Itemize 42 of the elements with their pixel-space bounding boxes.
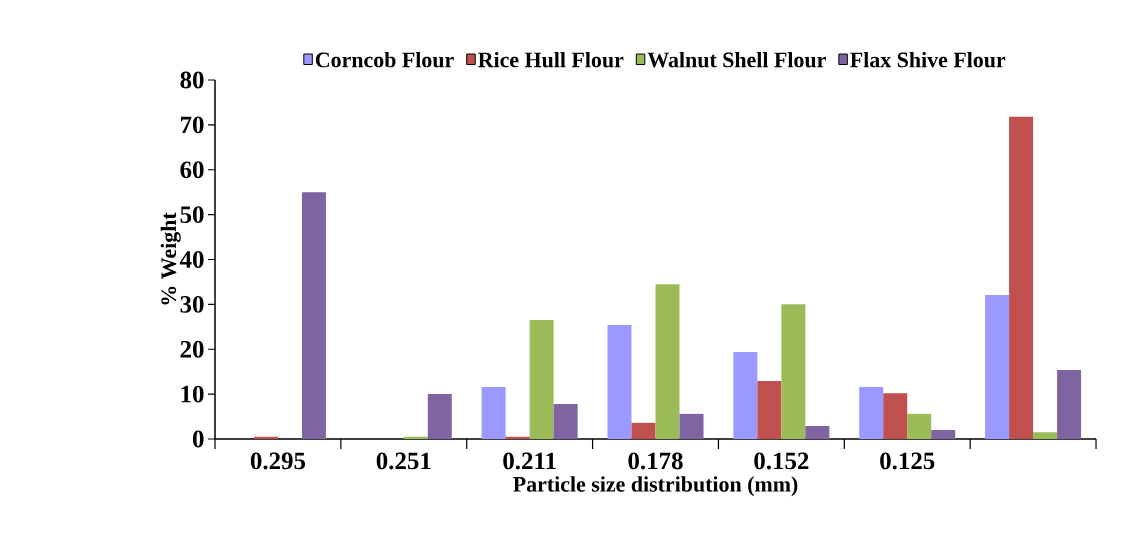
bar	[931, 430, 956, 439]
y-tick-label: 60	[180, 161, 204, 179]
bar	[805, 425, 830, 439]
bar	[757, 381, 782, 439]
bar	[1009, 116, 1034, 439]
bar	[631, 422, 656, 439]
bar	[529, 320, 554, 439]
bar	[781, 304, 806, 439]
legend-label: Rice Hull Flour	[478, 51, 624, 68]
y-tick-label: 80	[180, 71, 204, 89]
bar	[859, 386, 884, 439]
x-tick-label: 0.211	[503, 452, 556, 470]
bar	[679, 413, 704, 439]
y-tick-label: 20	[180, 340, 204, 358]
bar	[427, 394, 452, 439]
x-tick-label: 0.152	[754, 452, 809, 470]
bar	[607, 325, 632, 439]
y-tick-label: 30	[180, 295, 204, 313]
bar	[883, 393, 908, 439]
bar	[985, 294, 1010, 439]
bar	[733, 351, 758, 439]
legend-label: Corncob Flour	[315, 51, 454, 68]
bar	[1033, 432, 1058, 439]
y-tick-label: 40	[179, 251, 204, 268]
bar	[553, 403, 578, 439]
bar	[907, 413, 932, 439]
legend-label: Walnut Shell Flour	[647, 51, 826, 68]
bar	[481, 386, 506, 439]
x-axis-title: Particle size distribution (mm)	[513, 476, 798, 497]
x-tick-label: 0.178	[628, 452, 683, 470]
bar	[655, 284, 680, 439]
x-tick-label: 0.125	[880, 452, 935, 470]
bar	[301, 192, 326, 439]
bar	[1057, 369, 1082, 439]
x-tick-label: 0.251	[376, 452, 431, 470]
x-tick-label: 0.295	[250, 452, 306, 470]
y-tick-label: 10	[181, 385, 204, 403]
y-tick-label: 0	[192, 430, 204, 448]
y-tick-label: 50	[180, 206, 204, 224]
y-axis-title: % Weight	[160, 212, 181, 305]
y-tick-label: 70	[181, 116, 204, 134]
legend-label: Flax Shive Flour	[850, 51, 1006, 68]
